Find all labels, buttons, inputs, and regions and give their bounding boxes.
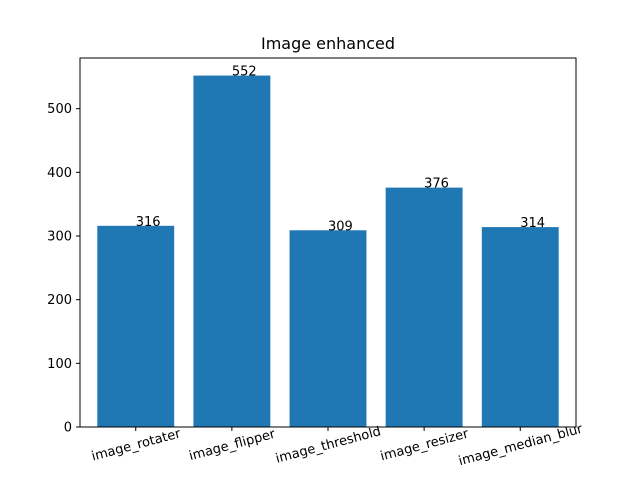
y-tick-label: 0 [64, 421, 72, 436]
chart-title: Image enhanced [261, 34, 395, 53]
y-tick-label: 300 [47, 230, 72, 245]
bar-value-label: 309 [328, 219, 353, 234]
y-axis: 0 100 200 300 400 500 [47, 102, 80, 436]
bar-value-label: 552 [232, 65, 257, 80]
bar [97, 225, 175, 427]
bar [481, 227, 559, 427]
y-tick-label: 100 [47, 357, 72, 372]
y-tick-label: 200 [47, 293, 72, 308]
y-tick-label: 500 [47, 102, 72, 117]
bar-value-label: 376 [424, 177, 449, 192]
bar [193, 75, 271, 428]
bar-value-label: 316 [136, 215, 161, 230]
bar [289, 230, 367, 427]
bar-value-labels: 316 552 309 376 314 [136, 65, 545, 235]
y-tick-label: 400 [47, 166, 72, 181]
bars [97, 75, 559, 428]
plot-frame [79, 57, 577, 428]
bar-value-label: 314 [520, 216, 545, 231]
bar [385, 187, 463, 427]
